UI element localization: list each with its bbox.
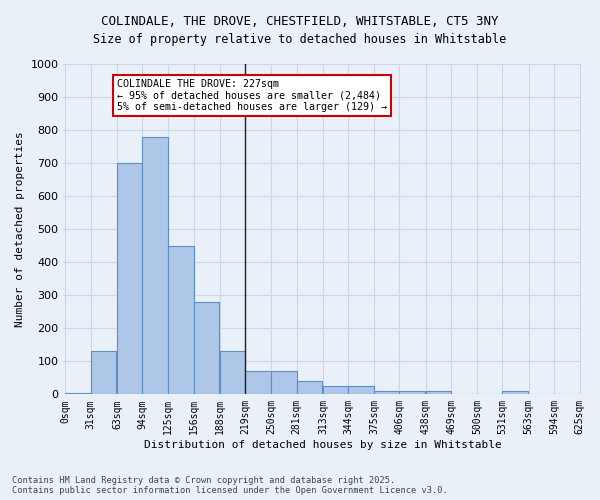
X-axis label: Distribution of detached houses by size in Whitstable: Distribution of detached houses by size … (143, 440, 502, 450)
Bar (142, 136, 168, 394)
Bar (168, 246, 194, 394)
Bar (349, 386, 374, 394)
Bar (323, 386, 349, 394)
Bar (426, 391, 451, 394)
Bar (271, 371, 296, 394)
Bar (502, 391, 528, 394)
Bar (374, 391, 400, 394)
Bar (65, 392, 91, 394)
Y-axis label: Number of detached properties: Number of detached properties (15, 132, 25, 327)
Bar (296, 381, 322, 394)
Bar (245, 371, 271, 394)
Bar (194, 302, 219, 394)
Text: Contains HM Land Registry data © Crown copyright and database right 2025.
Contai: Contains HM Land Registry data © Crown c… (12, 476, 448, 495)
Bar (91, 352, 116, 395)
Bar (117, 163, 142, 394)
Bar (220, 352, 245, 395)
Text: COLINDALE THE DROVE: 227sqm
← 95% of detached houses are smaller (2,484)
5% of s: COLINDALE THE DROVE: 227sqm ← 95% of det… (117, 79, 387, 112)
Text: COLINDALE, THE DROVE, CHESTFIELD, WHITSTABLE, CT5 3NY: COLINDALE, THE DROVE, CHESTFIELD, WHITST… (101, 15, 499, 28)
Text: Size of property relative to detached houses in Whitstable: Size of property relative to detached ho… (94, 32, 506, 46)
Bar (400, 391, 425, 394)
